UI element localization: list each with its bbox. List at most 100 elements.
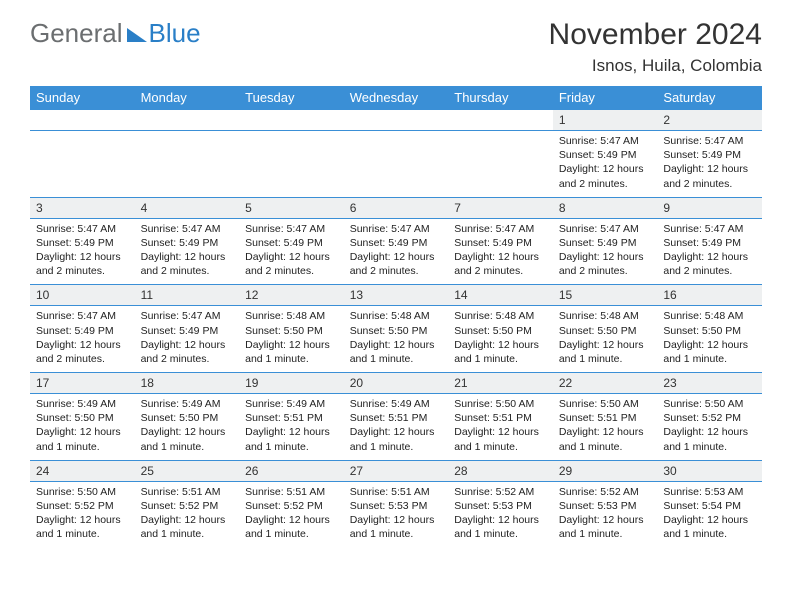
- day-content-cell: Sunrise: 5:47 AMSunset: 5:49 PMDaylight:…: [448, 218, 553, 285]
- month-title: November 2024: [549, 18, 762, 52]
- weekday-header: Saturday: [657, 86, 762, 110]
- day-number-cell: 4: [135, 197, 240, 218]
- sunrise-text: Sunrise: 5:47 AM: [141, 222, 234, 236]
- day-number-cell: [448, 110, 553, 131]
- daylight-text: Daylight: 12 hours and 2 minutes.: [454, 250, 547, 278]
- day-content-cell: Sunrise: 5:51 AMSunset: 5:52 PMDaylight:…: [239, 481, 344, 547]
- daylight-text: Daylight: 12 hours and 2 minutes.: [350, 250, 443, 278]
- day-content-cell: Sunrise: 5:49 AMSunset: 5:51 PMDaylight:…: [344, 394, 449, 461]
- day-number-cell: 12: [239, 285, 344, 306]
- day-content-cell: Sunrise: 5:48 AMSunset: 5:50 PMDaylight:…: [657, 306, 762, 373]
- sunrise-text: Sunrise: 5:50 AM: [36, 485, 129, 499]
- sunset-text: Sunset: 5:49 PM: [663, 148, 756, 162]
- daylight-text: Daylight: 12 hours and 1 minute.: [245, 338, 338, 366]
- weekday-header: Monday: [135, 86, 240, 110]
- day-number-cell: 2: [657, 110, 762, 131]
- sunset-text: Sunset: 5:49 PM: [663, 236, 756, 250]
- day-number-cell: 6: [344, 197, 449, 218]
- sunset-text: Sunset: 5:49 PM: [141, 236, 234, 250]
- sunset-text: Sunset: 5:50 PM: [36, 411, 129, 425]
- sunrise-text: Sunrise: 5:51 AM: [350, 485, 443, 499]
- daylight-text: Daylight: 12 hours and 1 minute.: [141, 513, 234, 541]
- sunset-text: Sunset: 5:50 PM: [663, 324, 756, 338]
- content-row: Sunrise: 5:49 AMSunset: 5:50 PMDaylight:…: [30, 394, 762, 461]
- weekday-header: Tuesday: [239, 86, 344, 110]
- daylight-text: Daylight: 12 hours and 1 minute.: [663, 425, 756, 453]
- sunset-text: Sunset: 5:51 PM: [559, 411, 652, 425]
- sunrise-text: Sunrise: 5:48 AM: [245, 309, 338, 323]
- daylight-text: Daylight: 12 hours and 1 minute.: [559, 425, 652, 453]
- day-content-cell: Sunrise: 5:48 AMSunset: 5:50 PMDaylight:…: [344, 306, 449, 373]
- sunset-text: Sunset: 5:50 PM: [350, 324, 443, 338]
- day-content-cell: Sunrise: 5:53 AMSunset: 5:54 PMDaylight:…: [657, 481, 762, 547]
- day-number-cell: 23: [657, 373, 762, 394]
- sunrise-text: Sunrise: 5:47 AM: [663, 222, 756, 236]
- daylight-text: Daylight: 12 hours and 1 minute.: [141, 425, 234, 453]
- logo-text-2: Blue: [149, 18, 201, 49]
- day-number-cell: 3: [30, 197, 135, 218]
- day-content-cell: Sunrise: 5:49 AMSunset: 5:51 PMDaylight:…: [239, 394, 344, 461]
- sunset-text: Sunset: 5:53 PM: [350, 499, 443, 513]
- sunrise-text: Sunrise: 5:47 AM: [36, 309, 129, 323]
- daylight-text: Daylight: 12 hours and 2 minutes.: [36, 250, 129, 278]
- daylight-text: Daylight: 12 hours and 2 minutes.: [141, 250, 234, 278]
- day-number-cell: 13: [344, 285, 449, 306]
- sunset-text: Sunset: 5:54 PM: [663, 499, 756, 513]
- logo-triangle-icon: [127, 28, 147, 42]
- content-row: Sunrise: 5:47 AMSunset: 5:49 PMDaylight:…: [30, 218, 762, 285]
- daynum-row: 10111213141516: [30, 285, 762, 306]
- daylight-text: Daylight: 12 hours and 1 minute.: [245, 425, 338, 453]
- day-content-cell: Sunrise: 5:48 AMSunset: 5:50 PMDaylight:…: [553, 306, 658, 373]
- day-content-cell: Sunrise: 5:47 AMSunset: 5:49 PMDaylight:…: [135, 218, 240, 285]
- sunset-text: Sunset: 5:52 PM: [245, 499, 338, 513]
- sunrise-text: Sunrise: 5:47 AM: [36, 222, 129, 236]
- calendar-page: General Blue November 2024 Isnos, Huila,…: [0, 0, 792, 612]
- sunset-text: Sunset: 5:49 PM: [350, 236, 443, 250]
- day-content-cell: Sunrise: 5:49 AMSunset: 5:50 PMDaylight:…: [30, 394, 135, 461]
- day-number-cell: [239, 110, 344, 131]
- logo: General Blue: [30, 18, 201, 49]
- sunrise-text: Sunrise: 5:50 AM: [663, 397, 756, 411]
- day-number-cell: 20: [344, 373, 449, 394]
- day-number-cell: 19: [239, 373, 344, 394]
- calendar-table: SundayMondayTuesdayWednesdayThursdayFrid…: [30, 86, 762, 547]
- day-number-cell: 1: [553, 110, 658, 131]
- daylight-text: Daylight: 12 hours and 1 minute.: [454, 513, 547, 541]
- day-number-cell: 16: [657, 285, 762, 306]
- title-block: November 2024 Isnos, Huila, Colombia: [549, 18, 762, 76]
- daylight-text: Daylight: 12 hours and 1 minute.: [663, 513, 756, 541]
- sunset-text: Sunset: 5:49 PM: [559, 148, 652, 162]
- calendar-body: 12Sunrise: 5:47 AMSunset: 5:49 PMDayligh…: [30, 110, 762, 548]
- daylight-text: Daylight: 12 hours and 1 minute.: [350, 513, 443, 541]
- content-row: Sunrise: 5:47 AMSunset: 5:49 PMDaylight:…: [30, 306, 762, 373]
- sunrise-text: Sunrise: 5:50 AM: [559, 397, 652, 411]
- sunset-text: Sunset: 5:49 PM: [559, 236, 652, 250]
- day-content-cell: Sunrise: 5:47 AMSunset: 5:49 PMDaylight:…: [30, 218, 135, 285]
- sunset-text: Sunset: 5:50 PM: [559, 324, 652, 338]
- sunset-text: Sunset: 5:53 PM: [454, 499, 547, 513]
- daylight-text: Daylight: 12 hours and 1 minute.: [559, 513, 652, 541]
- calendar-header: SundayMondayTuesdayWednesdayThursdayFrid…: [30, 86, 762, 110]
- sunrise-text: Sunrise: 5:51 AM: [245, 485, 338, 499]
- daylight-text: Daylight: 12 hours and 1 minute.: [454, 425, 547, 453]
- day-content-cell: Sunrise: 5:51 AMSunset: 5:53 PMDaylight:…: [344, 481, 449, 547]
- sunrise-text: Sunrise: 5:47 AM: [663, 134, 756, 148]
- weekday-header: Wednesday: [344, 86, 449, 110]
- daylight-text: Daylight: 12 hours and 1 minute.: [36, 513, 129, 541]
- day-number-cell: 21: [448, 373, 553, 394]
- header-row: General Blue November 2024 Isnos, Huila,…: [30, 18, 762, 76]
- day-content-cell: Sunrise: 5:51 AMSunset: 5:52 PMDaylight:…: [135, 481, 240, 547]
- day-content-cell: Sunrise: 5:47 AMSunset: 5:49 PMDaylight:…: [657, 218, 762, 285]
- day-content-cell: Sunrise: 5:47 AMSunset: 5:49 PMDaylight:…: [553, 131, 658, 198]
- daylight-text: Daylight: 12 hours and 1 minute.: [559, 338, 652, 366]
- sunset-text: Sunset: 5:51 PM: [350, 411, 443, 425]
- day-content-cell: Sunrise: 5:52 AMSunset: 5:53 PMDaylight:…: [553, 481, 658, 547]
- sunrise-text: Sunrise: 5:50 AM: [454, 397, 547, 411]
- day-content-cell: Sunrise: 5:52 AMSunset: 5:53 PMDaylight:…: [448, 481, 553, 547]
- day-number-cell: 5: [239, 197, 344, 218]
- day-content-cell: [135, 131, 240, 198]
- daylight-text: Daylight: 12 hours and 2 minutes.: [559, 162, 652, 190]
- daylight-text: Daylight: 12 hours and 2 minutes.: [245, 250, 338, 278]
- day-number-cell: 29: [553, 460, 658, 481]
- day-number-cell: 11: [135, 285, 240, 306]
